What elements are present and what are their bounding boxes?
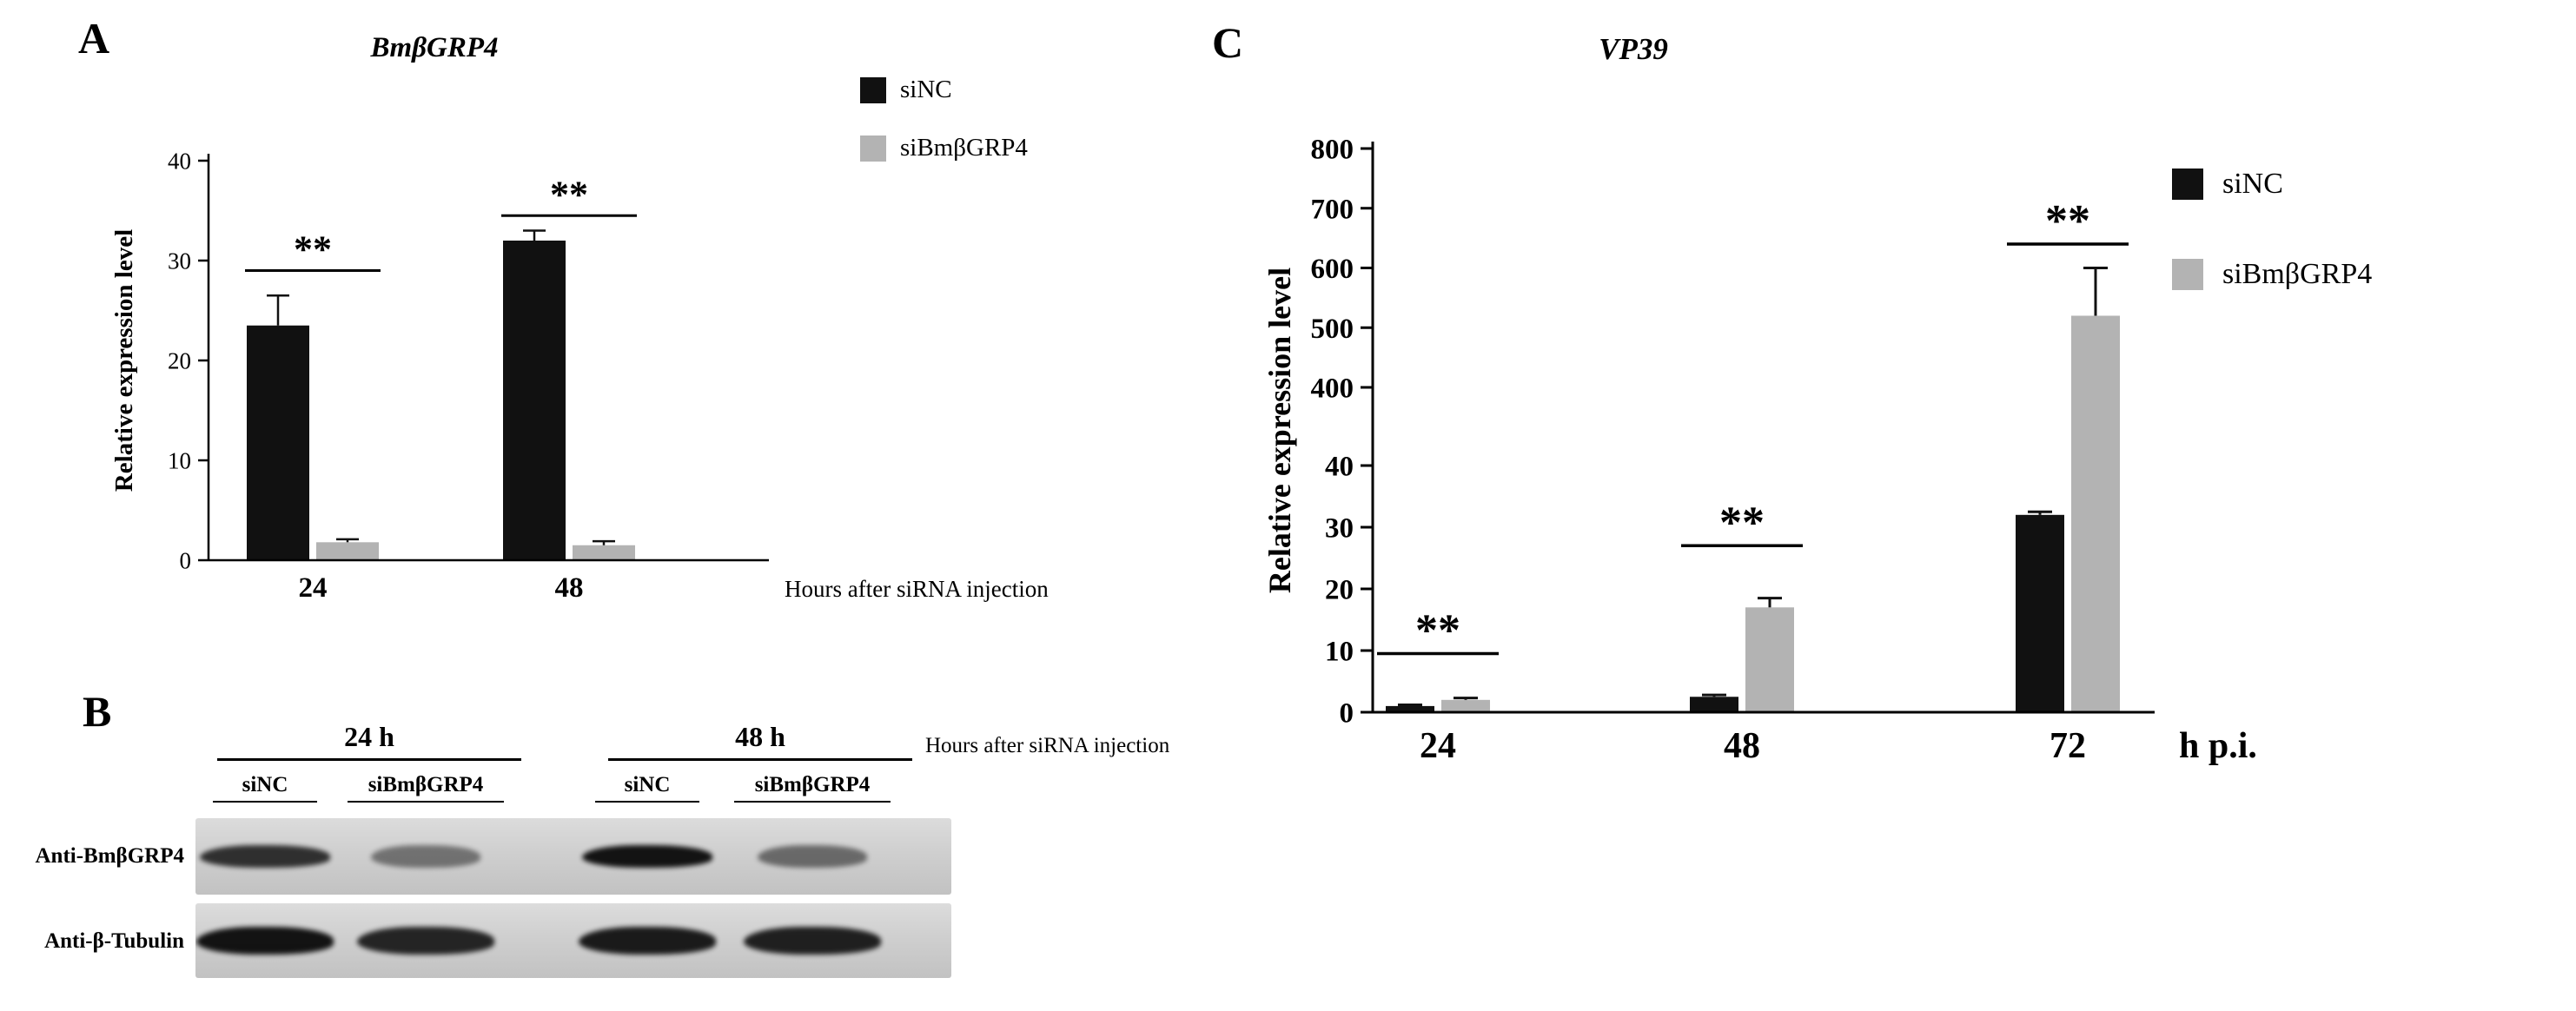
significance-stars: ** xyxy=(1415,606,1460,656)
panel-label-c: C xyxy=(1212,18,1244,67)
y-tick-label: 600 xyxy=(1311,254,1354,285)
lane-label-sibmbgrp4-24: siBmβGRP4 xyxy=(348,773,504,803)
x-tick-label: 48 xyxy=(555,572,584,604)
legend-swatch xyxy=(860,76,886,103)
panel-a: A BmβGRP4 siNC siBmβGRP4 24 48 ** ** 0 10 20 30 4… xyxy=(35,13,1234,673)
legend-c: siNC siBmβGRP4 xyxy=(2172,168,2372,348)
bar-siBmβGRP4-72 xyxy=(2071,315,2120,712)
x-axis-label: h p.i. xyxy=(2179,726,2257,766)
blot-strip-anti-b-tubulin xyxy=(195,903,951,978)
panel-b: B 24 h 48 h Hours after siRNA injection … xyxy=(35,686,1321,1008)
y-tick-label: 800 xyxy=(1311,135,1354,166)
x-tick-label: 72 xyxy=(2050,726,2086,766)
legend-swatch xyxy=(2172,168,2203,200)
blot-band xyxy=(744,927,881,955)
significance-stars: ** xyxy=(550,173,588,215)
chart-title-a: BmβGRP4 xyxy=(370,32,499,63)
blot-row-label-anti-b-tubulin: Anti-β-Tubulin xyxy=(44,929,184,953)
x-tick-label: 24 xyxy=(299,572,328,604)
y-tick-label: 10 xyxy=(1325,637,1354,668)
panel-label-b: B xyxy=(83,687,112,736)
bar-siNC-24 xyxy=(1386,705,1434,712)
blot-band xyxy=(758,845,867,868)
legend-entry-siBmβGRP4: siBmβGRP4 xyxy=(2172,258,2372,291)
y-tick-label: 400 xyxy=(1311,373,1354,405)
lane-label-sinc-48: siNC xyxy=(595,773,699,803)
legend-swatch xyxy=(860,135,886,162)
legend-entry-siBmβGRP4: siBmβGRP4 xyxy=(860,134,1028,162)
y-tick-label: 30 xyxy=(1325,513,1354,545)
blot-band xyxy=(582,845,712,868)
significance-stars: ** xyxy=(294,228,332,271)
significance-stars: ** xyxy=(1719,498,1765,547)
x-axis-label: Hours after siRNA injection xyxy=(785,576,1049,602)
blot-band xyxy=(200,845,330,868)
bar-siNC-48 xyxy=(503,241,566,560)
blot-band xyxy=(196,927,334,955)
legend-swatch xyxy=(2172,259,2203,290)
legend-entry-siNC: siNC xyxy=(860,76,1028,104)
bar-siBmβGRP4-48 xyxy=(1745,607,1794,712)
legend-a: siNC siBmβGRP4 xyxy=(860,76,1028,192)
blot-group-header-48h: 48 h xyxy=(608,721,912,761)
y-tick-label: 0 xyxy=(180,547,192,573)
y-tick-label: 40 xyxy=(168,148,191,174)
x-tick-label: 24 xyxy=(1420,726,1456,766)
lane-label-sinc-24: siNC xyxy=(213,773,317,803)
legend-entry-siNC: siNC xyxy=(2172,168,2372,201)
y-axis-label: Relative expression level xyxy=(110,229,138,492)
legend-label: siBmβGRP4 xyxy=(900,134,1028,162)
y-tick-label: 700 xyxy=(1311,194,1354,225)
panel-label-a: A xyxy=(78,14,110,63)
blot-row-label-anti-bmbgrp4: Anti-BmβGRP4 xyxy=(35,844,185,868)
blot-band xyxy=(357,927,494,955)
bar-chart-a: 24 48 ** ** 0 10 20 30 40 Relative expression lev… xyxy=(110,148,1049,604)
y-tick-label: 10 xyxy=(168,447,191,473)
y-axis-label: Relative expression level xyxy=(1262,268,1297,593)
legend-label: siNC xyxy=(900,76,952,103)
lane-label-sibmbgrp4-48: siBmβGRP4 xyxy=(734,773,891,803)
bar-chart-c: 24 48 72 ** ** ** 0 10 20 30 40 400 500 600 700 800 Rela… xyxy=(1262,135,2257,766)
y-tick-label: 20 xyxy=(168,347,191,373)
bar-siNC-24 xyxy=(247,325,309,560)
bar-siBmβGRP4-24 xyxy=(1441,699,1490,712)
blot-strip-anti-bmbgrp4 xyxy=(195,818,951,895)
y-tick-label: 40 xyxy=(1325,452,1354,483)
significance-stars: ** xyxy=(2045,196,2090,246)
y-tick-label: 0 xyxy=(1340,698,1354,730)
panel-c: C VP39 siNC siBmβGRP4 24 48 72 ** ** ** 0 10 20 30… xyxy=(1199,13,2576,821)
legend-label: siNC xyxy=(2222,168,2283,200)
bar-siBmβGRP4-24 xyxy=(316,542,379,560)
legend-label: siBmβGRP4 xyxy=(2222,258,2373,290)
blot-note: Hours after siRNA injection xyxy=(925,734,1170,757)
bar-siBmβGRP4-48 xyxy=(573,545,635,560)
blot-group-header-24h: 24 h xyxy=(217,721,521,761)
bar-siNC-48 xyxy=(1690,697,1738,712)
bar-siNC-72 xyxy=(2016,514,2064,712)
y-tick-label: 500 xyxy=(1311,314,1354,345)
blot-band xyxy=(371,845,480,868)
x-tick-label: 48 xyxy=(1724,726,1760,766)
chart-title-c: VP39 xyxy=(1599,32,1668,66)
y-tick-label: 30 xyxy=(168,248,191,274)
blot-band xyxy=(579,927,716,955)
y-tick-label: 20 xyxy=(1325,575,1354,606)
